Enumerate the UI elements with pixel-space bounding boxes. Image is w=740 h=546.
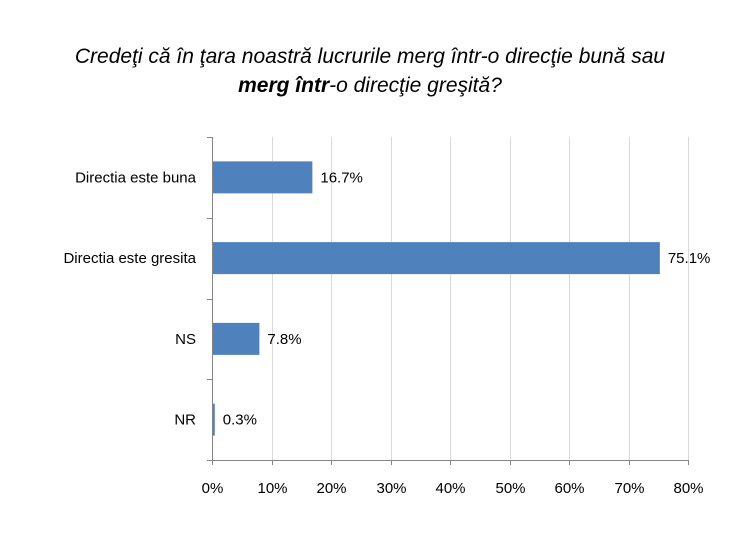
- category-label: Directia este gresita: [63, 250, 196, 267]
- data-label: 16.7%: [320, 169, 363, 186]
- bar: [213, 161, 313, 194]
- x-axis-tick-label: 60%: [554, 480, 584, 497]
- x-axis-tick-label: 40%: [435, 480, 465, 497]
- x-axis-tick-label: 50%: [495, 480, 525, 497]
- data-label: 7.8%: [267, 331, 301, 348]
- x-axis-tick-label: 70%: [614, 480, 644, 497]
- chart-title-line-2: merg într-o direcţie greşită?: [0, 71, 740, 100]
- x-axis-tick-label: 20%: [316, 480, 346, 497]
- category-label: Directia este buna: [75, 169, 197, 186]
- chart-title-line-1: Credeţi că în ţara noastră lucrurile mer…: [74, 45, 666, 68]
- x-axis-tick-label: 10%: [257, 480, 287, 497]
- x-axis-tick-label: 0%: [202, 480, 224, 497]
- chart-title: Credeţi că în ţara noastră lucrurile mer…: [0, 42, 740, 100]
- x-axis-tick-label: 30%: [376, 480, 406, 497]
- bar: [213, 403, 215, 436]
- bar: [213, 322, 260, 355]
- data-label: 75.1%: [668, 250, 711, 267]
- chart-title-bold-part: merg într: [238, 74, 330, 97]
- chart-title-rest: -o direcţie greşită?: [329, 74, 502, 97]
- category-label: NS: [175, 331, 196, 348]
- bar: [213, 242, 660, 275]
- x-axis-tick-label: 80%: [673, 480, 703, 497]
- data-label: 0.3%: [223, 412, 257, 429]
- category-label: NR: [174, 412, 196, 429]
